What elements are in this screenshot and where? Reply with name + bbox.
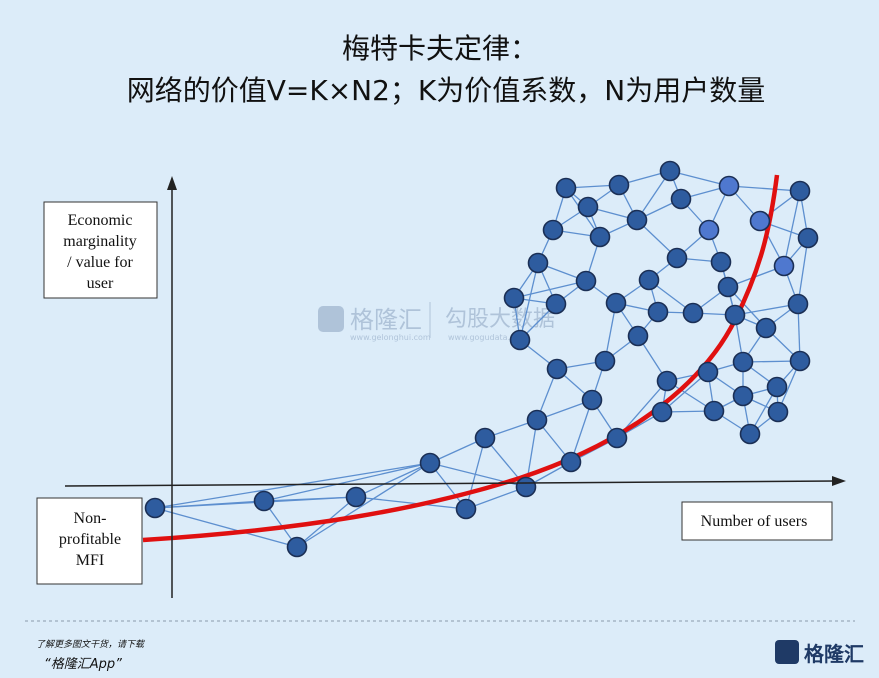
network-edge (728, 185, 801, 192)
network-node (581, 389, 603, 411)
network (142, 160, 819, 558)
growth-curve (142, 174, 780, 543)
title-line: 梅特卡夫定律： (342, 32, 538, 65)
network-node (626, 209, 648, 231)
network-node (670, 188, 692, 210)
network-edge (263, 462, 431, 502)
network-node (666, 247, 688, 269)
network-node (732, 351, 754, 373)
footer-note: 了解更多图文干货，请下载 (36, 639, 145, 650)
network-edge (355, 462, 431, 498)
network-node (797, 227, 819, 249)
x-label-box (681, 501, 833, 541)
watermark-url: www.gelonghui.com (350, 333, 431, 342)
network-edge (570, 399, 593, 463)
network-node (698, 219, 720, 241)
network-node (589, 226, 611, 248)
network-node (253, 490, 275, 512)
network-node (474, 427, 496, 449)
x-axis (64, 480, 837, 487)
watermark-text: 勾股大数据 (445, 307, 555, 332)
network-node (718, 175, 740, 197)
network-node (419, 452, 441, 474)
network-node (656, 370, 678, 392)
network-edge (355, 496, 467, 510)
y-label-box (43, 201, 158, 299)
watermark-url: www.gogudata.com (448, 333, 527, 342)
network-node (724, 304, 746, 326)
network-edge (154, 462, 431, 509)
network-node (651, 401, 673, 423)
network-node (144, 497, 166, 519)
x-axis-arrow (832, 476, 846, 486)
x-label: Number of users (701, 513, 808, 530)
y-label: user (87, 275, 114, 292)
network-node (515, 476, 537, 498)
network-node (527, 252, 549, 274)
network-node (739, 423, 761, 445)
network-edge (465, 437, 486, 510)
network-node (526, 409, 548, 431)
network-node (345, 486, 367, 508)
network-node (732, 385, 754, 407)
network-edge (519, 262, 539, 341)
y-axis-arrow (167, 176, 177, 190)
network-node (638, 269, 660, 291)
network-node (766, 376, 788, 398)
network-node (575, 270, 597, 292)
network-node (767, 401, 789, 423)
network-node (697, 361, 719, 383)
title-line: 网络的价值V=K×N2；K为价值系数，N为用户数量 (127, 74, 766, 107)
network-node (789, 350, 811, 372)
network-node (577, 196, 599, 218)
network-edge (465, 486, 527, 510)
network-node (286, 536, 308, 558)
network-node (605, 292, 627, 314)
network-node (773, 255, 795, 277)
network-node (647, 301, 669, 323)
network-edge (734, 303, 799, 316)
network-node (749, 210, 771, 232)
watermark: 格隆汇 www.gelonghui.com 勾股大数据 www.gogudata… (318, 302, 555, 342)
network-node (560, 451, 582, 473)
network-node (545, 293, 567, 315)
network-node (789, 180, 811, 202)
network-node (710, 251, 732, 273)
y-label: / value for (67, 254, 133, 271)
watermark-text: 格隆汇 (350, 306, 422, 334)
y-label: Economic (68, 212, 133, 229)
network-node (627, 325, 649, 347)
brand-logo (775, 640, 799, 664)
network-edge (263, 496, 357, 502)
network-node (659, 160, 681, 182)
footer-app: “格隆汇App” (44, 657, 122, 672)
footer-brand: 格隆汇 (804, 642, 864, 666)
network-node (594, 350, 616, 372)
network-node (703, 400, 725, 422)
network-edge (154, 507, 298, 548)
origin-label: profitable (59, 531, 121, 548)
y-label: marginality (63, 233, 136, 250)
watermark-logo (318, 306, 344, 332)
network-node (555, 177, 577, 199)
network-edge (797, 237, 809, 305)
network-node (608, 174, 630, 196)
network-node (606, 427, 628, 449)
network-node (717, 276, 739, 298)
network-edge (296, 462, 431, 548)
origin-box (36, 497, 143, 585)
network-node (546, 358, 568, 380)
network-node (755, 317, 777, 339)
network-edge (783, 190, 801, 267)
origin-label: MFI (76, 552, 104, 569)
network-node (509, 329, 531, 351)
network-node (787, 293, 809, 315)
origin-label: Non- (74, 510, 107, 527)
network-node (542, 219, 564, 241)
network-node (682, 302, 704, 324)
network-node (455, 498, 477, 520)
network-node (503, 287, 525, 309)
